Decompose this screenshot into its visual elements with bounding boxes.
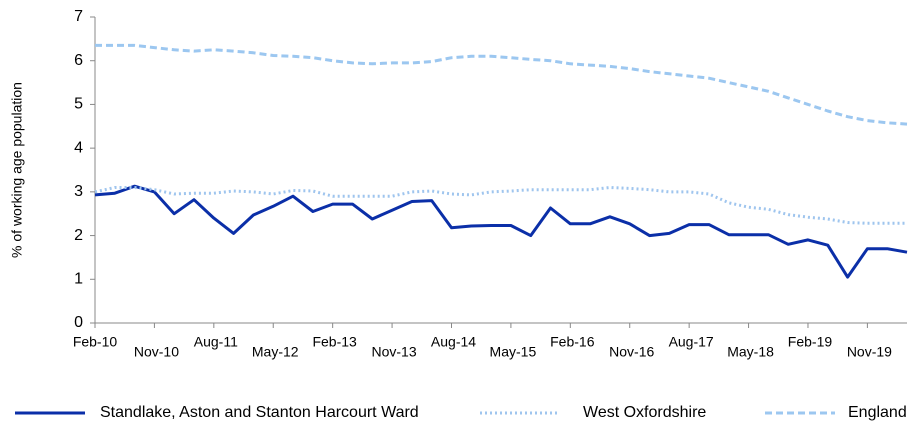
y-tick-label: 0 (74, 314, 83, 331)
x-tick-label: Aug-17 (669, 334, 714, 350)
x-tick-label: May-12 (252, 344, 299, 360)
legend-label: England (848, 404, 907, 421)
x-tick-label: May-18 (727, 344, 774, 360)
y-tick-label: 7 (74, 8, 83, 25)
x-tick-label: Feb-19 (788, 334, 833, 350)
series-line (94, 184, 908, 279)
series-line (94, 186, 907, 225)
series-line (95, 43, 908, 126)
legend-label: Standlake, Aston and Stanton Harcourt Wa… (100, 404, 419, 421)
y-tick-label: 5 (74, 96, 83, 113)
x-tick-label: Feb-13 (312, 334, 357, 350)
x-tick-label: Feb-16 (550, 334, 595, 350)
y-tick-label: 6 (74, 52, 83, 69)
x-tick-label: Nov-13 (372, 344, 417, 360)
y-tick-label: 4 (74, 139, 83, 156)
x-tick-label: Aug-14 (431, 334, 476, 350)
x-tick-label: Nov-19 (847, 344, 892, 360)
y-tick-label: 3 (74, 183, 83, 200)
x-tick-label: Aug-11 (194, 334, 238, 350)
x-tick-label: May-15 (490, 344, 537, 360)
x-tick-label: Feb-10 (73, 334, 118, 350)
y-tick-label: 1 (74, 271, 83, 288)
legend-label: West Oxfordshire (583, 404, 706, 421)
x-tick-label: Nov-10 (134, 344, 179, 360)
x-tick-label: Nov-16 (609, 344, 654, 360)
y-tick-label: 2 (74, 227, 83, 244)
y-axis-label: % of working age population (9, 82, 25, 258)
